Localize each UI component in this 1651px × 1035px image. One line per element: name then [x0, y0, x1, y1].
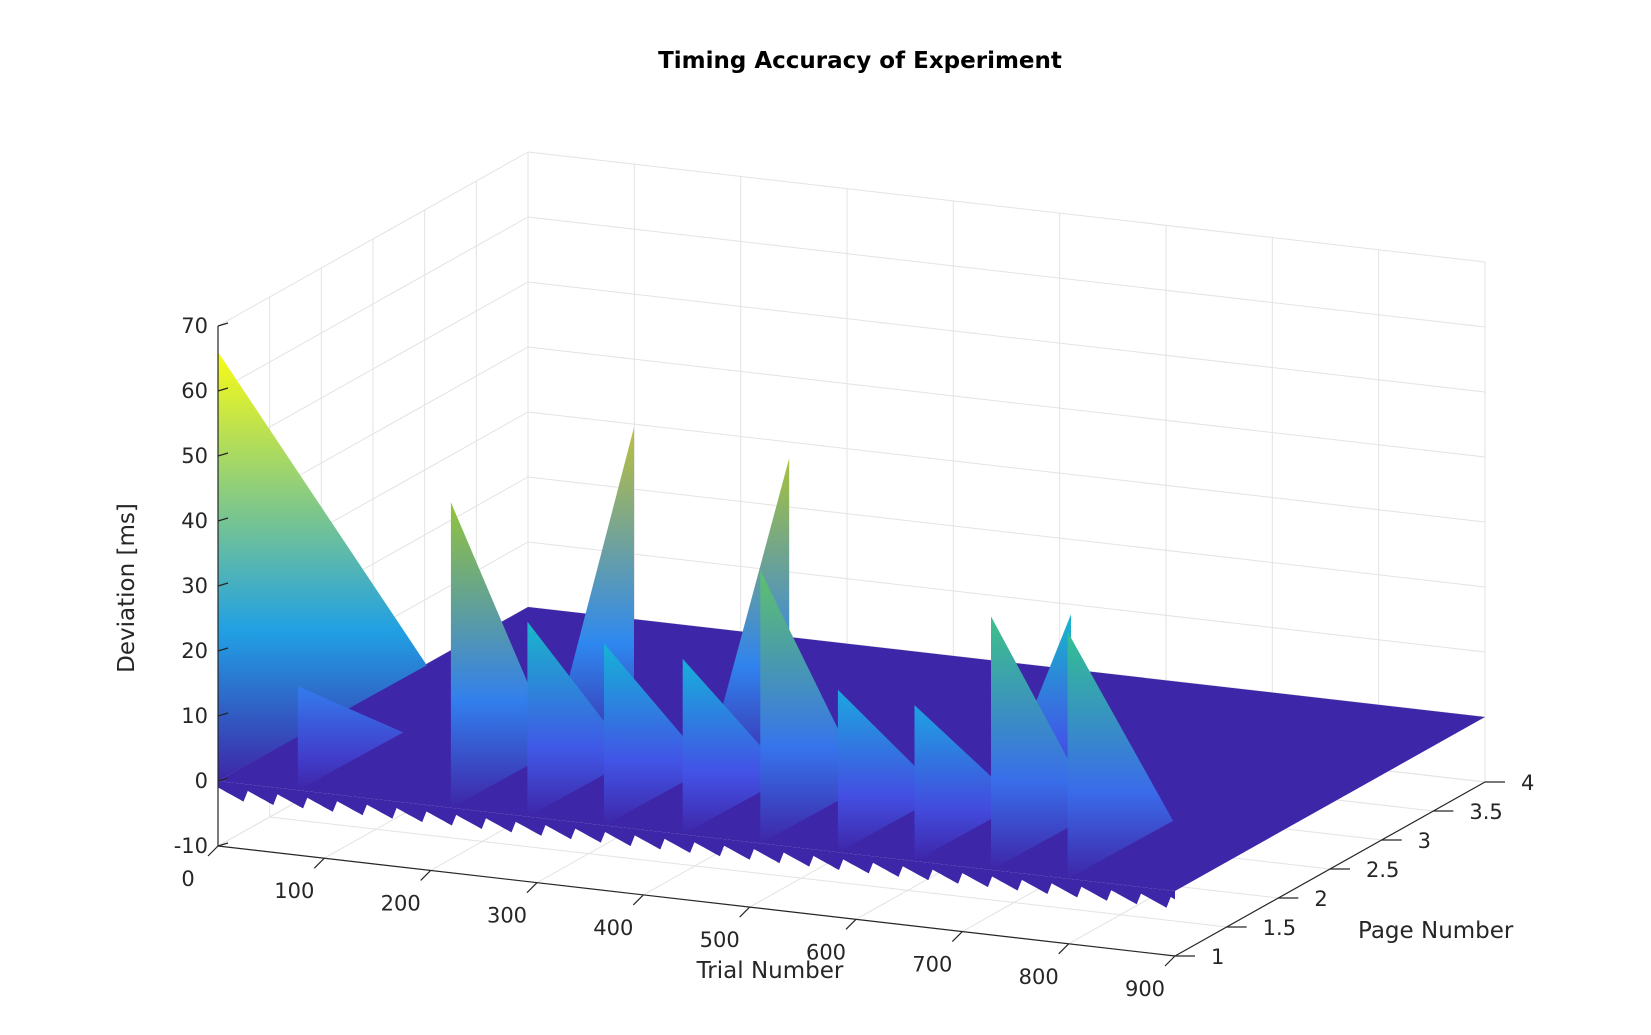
y-tick-label: 2.5 [1366, 858, 1399, 882]
z-tick [217, 517, 229, 522]
x-tick-label: 200 [381, 891, 421, 915]
grid-line [269, 816, 1227, 928]
grid-line [527, 411, 1486, 523]
y-tick-label: 2 [1314, 887, 1327, 911]
grid-line [527, 216, 1486, 328]
surface-spike [297, 686, 404, 791]
x-tick [845, 918, 857, 930]
z-tick-label: 50 [181, 444, 208, 468]
x-tick [526, 882, 538, 894]
z-tick-label: 10 [181, 704, 208, 728]
x-tick [632, 894, 644, 906]
x-tick [313, 857, 325, 869]
axes [207, 322, 1505, 967]
surface-spike [837, 689, 944, 853]
z-tick-label: 40 [181, 509, 208, 533]
x-tick [739, 906, 751, 918]
x-axis-label: Trial Number [696, 958, 844, 984]
z-axis-label: Deviation [ms] [114, 503, 140, 673]
z-tick-label: 30 [181, 574, 208, 598]
z-tick [217, 322, 229, 327]
surface-edge [218, 781, 1175, 908]
z-tick [217, 842, 229, 847]
x-tick-label: 100 [274, 879, 314, 903]
axis-line [217, 845, 1176, 957]
y-tick-label: 4 [1521, 771, 1534, 795]
grid-line [527, 281, 1486, 393]
x-tick [207, 845, 219, 857]
x-tick-label: 300 [487, 904, 527, 928]
z-tick [217, 452, 229, 457]
y-tick-label: 1.5 [1263, 916, 1296, 940]
z-tick-label: 70 [181, 314, 208, 338]
x-tick [1058, 943, 1070, 955]
x-tick-label: 900 [1125, 977, 1165, 1001]
y-axis-label: Page Number [1358, 918, 1514, 944]
z-tick [217, 777, 229, 782]
grid-line [527, 346, 1486, 458]
surface-spike [218, 352, 427, 781]
grid-line [527, 541, 1486, 653]
z-tick [217, 712, 229, 717]
z-tick [217, 387, 229, 392]
x-tick-label: 500 [700, 928, 740, 952]
grid-line [527, 476, 1486, 588]
z-tick-label: 0 [195, 769, 208, 793]
x-tick-label: 800 [1019, 965, 1059, 989]
x-tick [420, 870, 432, 881]
x-tick-label: 600 [806, 940, 846, 964]
x-tick-label: 400 [593, 916, 633, 940]
x-tick-label: 0 [181, 867, 194, 891]
y-tick-label: 1 [1211, 945, 1224, 969]
chart-title: Timing Accuracy of Experiment [658, 48, 1062, 74]
tick-labels: 010020030040050060070080090011.522.533.5… [174, 314, 1535, 1001]
z-tick-label: 20 [181, 639, 208, 663]
y-tick-label: 3 [1418, 829, 1431, 853]
surface-spike [914, 705, 1020, 862]
y-tick-label: 3.5 [1469, 800, 1502, 824]
x-tick-label: 700 [912, 953, 952, 977]
surface-spike [1067, 631, 1174, 879]
x-tick [1164, 955, 1176, 967]
surface-plot [218, 352, 1485, 908]
z-tick-label: 60 [181, 379, 208, 403]
z-tick [217, 647, 229, 652]
z-tick [217, 582, 229, 587]
z-tick-label: -10 [174, 834, 208, 858]
grid-line [527, 151, 1486, 263]
x-tick [951, 931, 963, 942]
